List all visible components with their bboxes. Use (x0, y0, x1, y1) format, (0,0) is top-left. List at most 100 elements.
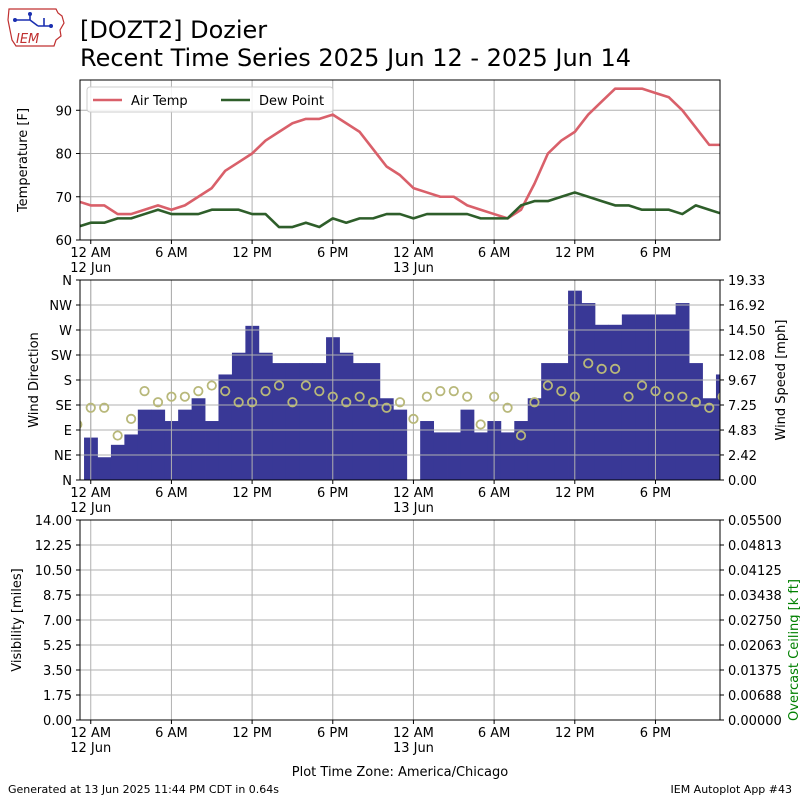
wind-direction-point (596, 363, 607, 374)
wind-speed-bar (500, 432, 515, 480)
wind-direction-point (85, 402, 96, 413)
wind-speed-bar (110, 444, 125, 480)
x-tick-label: 12 PM (232, 246, 272, 261)
y-tick-label: 3.50 (43, 664, 72, 679)
y-tick-label: N (62, 474, 72, 489)
x-tick-label: 6 PM (640, 246, 671, 261)
wind-speed-bar (205, 421, 219, 480)
x-tick-label: 6 AM (155, 726, 188, 741)
y-tick-label: N (62, 274, 72, 289)
legend-box (86, 86, 334, 113)
y-tick-label: 70 (55, 191, 72, 206)
y-tick-label: 7.00 (43, 614, 72, 629)
wind-speed-bar (339, 352, 354, 480)
wind-direction-point (677, 391, 688, 402)
wind-direction-point (179, 391, 190, 402)
y2-tick-label: 16.92 (728, 299, 765, 314)
wind-direction-point (193, 386, 204, 397)
wind-direction-point (327, 391, 338, 402)
y2-tick-label: 19.33 (728, 274, 765, 289)
wind-speed-bar (635, 314, 650, 480)
y-axis-label: Temperature [F] (16, 108, 31, 213)
app-note: IEM Autoplot App #43 (670, 783, 793, 796)
wind-direction-point (206, 380, 217, 391)
wind-direction-point (529, 397, 540, 408)
wind-speed-bar (447, 432, 461, 480)
wind-direction-point (381, 402, 392, 413)
y2-tick-label: 0.01375 (728, 664, 782, 679)
wind-speed-bar (554, 363, 569, 480)
wind-direction-point (542, 380, 553, 391)
wind-speed-bar (460, 409, 475, 480)
logo-text: IEM (16, 32, 39, 47)
wind-direction-point (623, 391, 634, 402)
wind-direction-point (408, 413, 419, 424)
wind-direction-point (233, 397, 244, 408)
y2-tick-label: 0.02063 (728, 639, 782, 654)
wind-speed-bar (715, 374, 720, 480)
y2-tick-label: 12.08 (728, 349, 765, 364)
y-axis-label: Wind Direction (27, 332, 42, 428)
y2-tick-label: 0.05500 (728, 514, 782, 529)
y2-tick-label: 14.50 (728, 324, 765, 339)
wind-direction-point (515, 430, 527, 441)
wind-direction-point (112, 430, 123, 441)
series-line-dew-point (80, 191, 720, 229)
wind-speed-bar (231, 352, 246, 480)
wind-direction-point (448, 386, 459, 397)
x-tick-sublabel: 12 Jun (70, 741, 111, 756)
wind-direction-markers (80, 358, 720, 441)
wind-speed-bar (379, 398, 394, 480)
y2-axis-label: Overcast Ceiling [k ft] (787, 579, 800, 721)
wind-direction-point (260, 386, 271, 397)
generated-note: Generated at 13 Jun 2025 11:44 PM CDT in… (8, 783, 280, 796)
y-tick-label: E (64, 424, 72, 439)
wind-speed-bar (702, 398, 717, 480)
wind-direction-point (569, 391, 580, 402)
wind-direction-point (368, 397, 379, 408)
wind-direction-point (139, 386, 150, 397)
legend-label-dew-point: Dew Point (259, 94, 324, 109)
wind-speed-bar (312, 363, 327, 480)
wind-direction-point (341, 397, 352, 408)
wind-direction-point (636, 380, 648, 391)
legend: Air Temp Dew Point (86, 86, 334, 113)
wind-speed-bar (258, 352, 273, 480)
x-tick-label: 6 PM (317, 246, 348, 261)
wind-speed-bar (178, 409, 192, 480)
x-tick-label: 12 AM (393, 486, 434, 501)
wind-speed-bar (608, 324, 623, 480)
x-tick-label: 12 AM (70, 246, 111, 261)
wind-speed-bar (366, 363, 381, 480)
wind-speed-bar (662, 314, 677, 480)
x-tick-label: 6 AM (155, 246, 188, 261)
wind-speed-bar (433, 432, 448, 480)
y2-tick-label: 0.02750 (728, 614, 782, 629)
x-tick-label: 6 AM (478, 726, 511, 741)
y-tick-label: NE (54, 449, 72, 464)
x-tick-label: 6 PM (640, 726, 671, 741)
y-tick-label: 12.25 (35, 539, 72, 554)
wind-speed-bar (689, 363, 703, 480)
wind-direction-point (690, 397, 701, 408)
wind-direction-point (556, 386, 567, 397)
wind-direction-point (314, 386, 325, 397)
wind-speed-bar (420, 421, 435, 480)
x-tick-label: 12 PM (555, 726, 595, 741)
x-tick-label: 12 AM (393, 246, 434, 261)
wind-direction-point (247, 397, 258, 408)
y-tick-label: 1.75 (43, 689, 72, 704)
y2-tick-label: 9.67 (728, 374, 757, 389)
wind-direction-point (717, 392, 720, 401)
wind-direction-point (300, 380, 311, 391)
x-tick-label: 12 PM (232, 726, 272, 741)
x-tick-label: 12 AM (70, 726, 111, 741)
wind-speed-bar (541, 363, 556, 480)
x-tick-label: 12 PM (232, 486, 272, 501)
wind-speed-bar (299, 363, 314, 480)
wind-direction-point (287, 397, 298, 408)
x-tick-label: 12 AM (393, 726, 434, 741)
y2-tick-label: 0.04813 (728, 539, 782, 554)
